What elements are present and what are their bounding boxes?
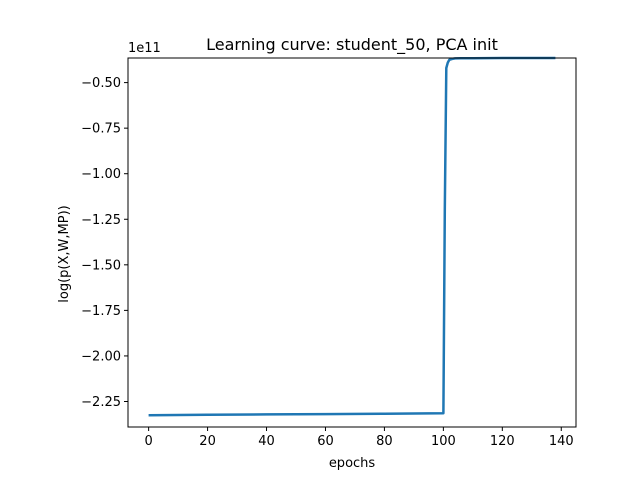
x-axis-label: epochs	[329, 456, 376, 471]
x-tick-label: 120	[490, 434, 515, 449]
y-tick-label: −1.00	[81, 167, 121, 182]
x-tick-label: 40	[258, 434, 275, 449]
y-tick-label: −2.25	[81, 395, 121, 410]
x-tick-label: 20	[199, 434, 216, 449]
y-tick-label: −1.75	[81, 304, 121, 319]
y-tick-label: −1.50	[81, 258, 121, 273]
chart-title: Learning curve: student_50, PCA init	[206, 35, 498, 55]
x-tick-label: 0	[144, 434, 152, 449]
offset-text: 1e11	[128, 41, 161, 56]
x-tick-label: 140	[549, 434, 574, 449]
axes-frame	[127, 57, 577, 428]
plot-area: 0 20 40 60 80 100 120 140 −0.50 −0.75 −1.00 −1.25 −1…	[81, 56, 577, 449]
y-axis-label: log(p(X,W,MP))	[57, 205, 72, 302]
x-tick-label: 100	[431, 434, 456, 449]
x-tick-label: 60	[317, 434, 334, 449]
x-tick-label: 80	[376, 434, 393, 449]
y-tick-label: −0.50	[81, 76, 121, 91]
y-tick-label: −0.75	[81, 122, 121, 137]
y-tick-label: −2.00	[81, 349, 121, 364]
y-tick-label: −1.25	[81, 213, 121, 228]
